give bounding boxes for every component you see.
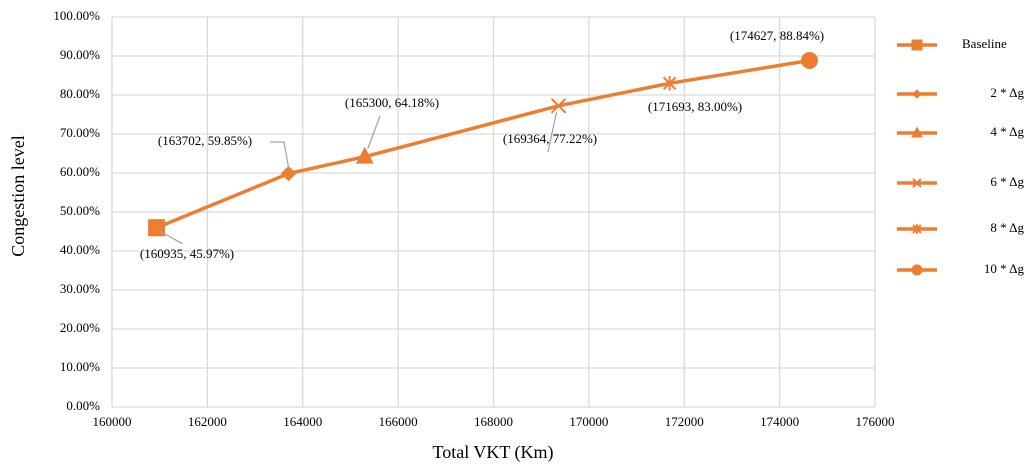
x-tick-label: 168000 [474, 414, 513, 429]
marker [911, 126, 923, 138]
legend-label: Baseline [962, 36, 1007, 51]
x-tick-label: 166000 [379, 414, 418, 429]
legend-label: 2 * Δg [990, 85, 1024, 100]
marker [280, 165, 297, 182]
line-segment [155, 171, 290, 230]
data-label: (165300, 64.18%) [345, 95, 439, 110]
x-tick-label: 176000 [856, 414, 895, 429]
data-label: (171693, 83.00%) [648, 99, 742, 114]
data-label: (169364, 77.22%) [503, 131, 597, 146]
line-segment [558, 81, 670, 108]
y-tick-label: 50.00% [60, 203, 100, 218]
leader-line [547, 111, 558, 153]
x-tick-label: 172000 [665, 414, 704, 429]
legend-label: 8 * Δg [990, 220, 1024, 235]
marker [550, 98, 567, 114]
data-label: (174627, 88.84%) [730, 28, 824, 43]
x-tick-label: 160000 [93, 414, 132, 429]
y-axis-title: Congestion level [8, 135, 28, 256]
marker [912, 178, 922, 188]
y-tick-label: 10.00% [60, 359, 100, 374]
legend-label: 6 * Δg [990, 174, 1024, 189]
marker [801, 52, 819, 70]
legend-label: 4 * Δg [990, 124, 1024, 139]
marker [355, 146, 374, 164]
x-tick-label: 170000 [569, 414, 608, 429]
x-tick-label: 174000 [760, 414, 799, 429]
y-tick-label: 90.00% [60, 47, 100, 62]
data-label: (163702, 59.85%) [158, 133, 252, 148]
legend-label: 10 * Δg [984, 261, 1025, 276]
marker [912, 89, 922, 99]
y-tick-label: 70.00% [60, 125, 100, 140]
marker [912, 224, 922, 234]
data-label: (160935, 45.97%) [140, 246, 234, 261]
marker [911, 39, 923, 51]
x-tick-label: 162000 [188, 414, 227, 429]
y-tick-label: 100.00% [53, 8, 100, 23]
marker [911, 264, 923, 276]
y-tick-label: 20.00% [60, 320, 100, 335]
marker [662, 76, 677, 91]
line-segment [364, 104, 559, 159]
leader-line [367, 115, 381, 149]
leader-line [158, 230, 183, 245]
line-segment [669, 58, 810, 86]
y-tick-label: 30.00% [60, 281, 100, 296]
y-tick-label: 0.00% [66, 398, 100, 413]
line-segment [288, 154, 366, 176]
x-axis-title: Total VKT (Km) [432, 442, 553, 463]
y-tick-label: 80.00% [60, 86, 100, 101]
leader-line [270, 141, 290, 168]
x-tick-label: 164000 [283, 414, 322, 429]
y-tick-label: 60.00% [60, 164, 100, 179]
y-tick-label: 40.00% [60, 242, 100, 257]
